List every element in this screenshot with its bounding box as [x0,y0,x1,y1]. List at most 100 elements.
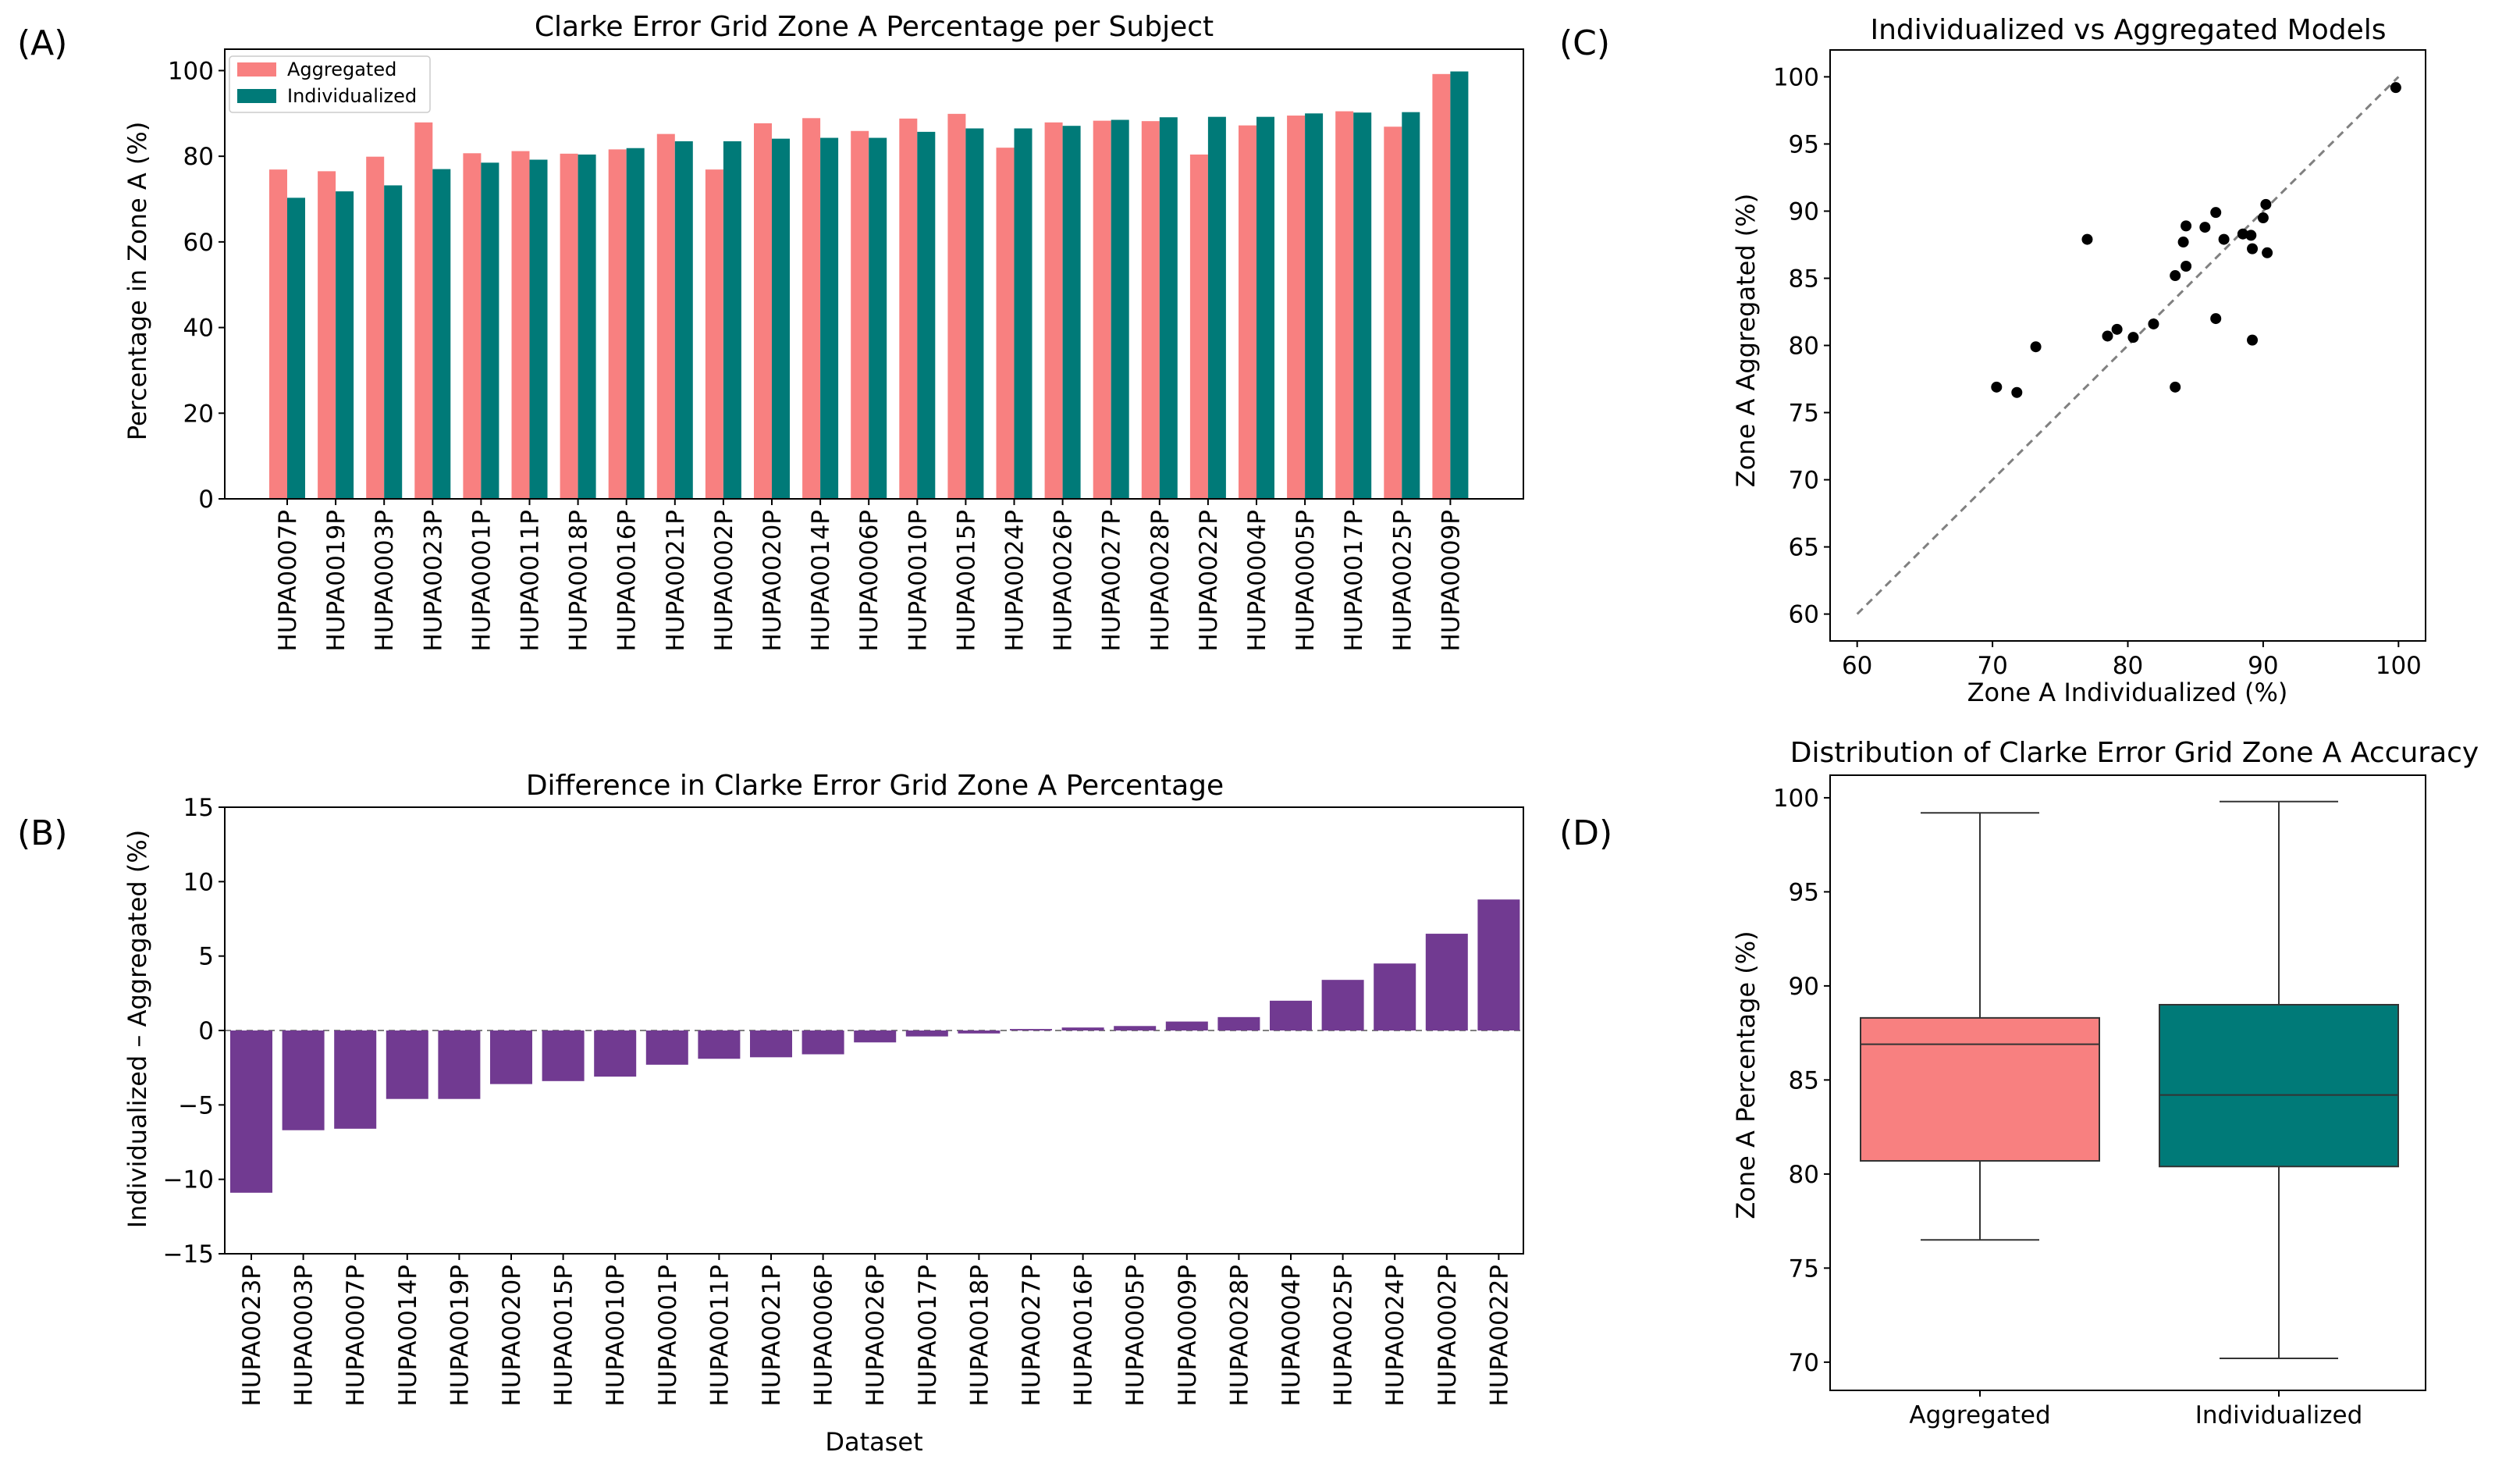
panel-b-xtick-label: HUPA0014P [394,1265,422,1407]
panel-a-xtick-label: HUPA0003P [371,510,399,652]
bar-difference-HUPA0022P [1477,899,1520,1030]
scatter-point [2081,233,2093,245]
panel-b-xtick-label: HUPA0027P [1018,1265,1046,1407]
panel-b-xtick-label: HUPA0002P [1434,1265,1462,1407]
panel-a-xtick-label: HUPA0028P [1146,510,1175,652]
panel-c-xtick-label: 60 [1842,652,1872,680]
panel-b-xtick-label: HUPA0025P [1330,1265,1358,1407]
bar-aggregated-HUPA0007P [269,169,287,500]
panel-b-xtick-label: HUPA0007P [342,1265,370,1407]
bar-difference-HUPA0028P [1217,1016,1260,1030]
panel-d-ytick-label: 80 [1789,1161,1819,1189]
panel-a-xtick-label: HUPA0017P [1340,510,1368,652]
bar-aggregated-HUPA0004P [1239,125,1256,499]
panel-b-ytick-label: 15 [183,794,214,822]
panel-a-xtick-label: HUPA0018P [565,510,593,652]
box-iqr [2159,1003,2399,1168]
bar-difference-HUPA0018P [958,1030,1001,1034]
scatter-point [2262,247,2273,258]
panel-a-xtick-label: HUPA0001P [467,510,496,652]
panel-a-xtick-label: HUPA0020P [759,510,787,652]
scatter-point [2102,330,2113,342]
panel-a-title: Clarke Error Grid Zone A Percentage per … [535,11,1214,43]
bar-aggregated-HUPA0006P [851,130,869,499]
bar-difference-HUPA0004P [1270,1000,1312,1030]
bar-aggregated-HUPA0003P [366,156,385,500]
panel-c-xtick-label: 70 [1977,652,2007,680]
panel-c-xtick-label: 90 [2248,652,2278,680]
panel-a-ytick-label: 80 [183,143,214,171]
panel-d-title: Distribution of Clarke Error Grid Zone A… [1790,737,2479,769]
bar-aggregated-HUPA0021P [656,133,675,500]
panel-a-chart: Clarke Error Grid Zone A Percentage per … [123,11,1524,652]
panel-b-xtick-label: HUPA0022P [1485,1265,1513,1407]
bar-individualized-HUPA0014P [820,137,839,499]
bar-difference-HUPA0026P [854,1030,897,1043]
panel-b-xtick-label: HUPA0026P [862,1265,890,1407]
panel-d-ytick-label: 75 [1789,1255,1819,1283]
panel-b-ylabel: Individualized – Aggregated (%) [123,830,152,1229]
panel-c-ytick-label: 90 [1789,198,1819,226]
bar-difference-HUPA0011P [698,1030,741,1059]
bar-individualized-HUPA0025P [1402,112,1420,499]
panel-b-xtick-label: HUPA0001P [654,1265,682,1407]
panel-label-a: (A) [17,23,67,63]
panel-b-plot-frame [224,806,1524,1255]
panel-a-xtick-label: HUPA0014P [807,510,835,652]
panel-a-xtick-label: HUPA0021P [662,510,690,652]
bar-difference-HUPA0019P [438,1030,481,1099]
panel-b-xtick-label: HUPA0004P [1278,1265,1306,1407]
panel-a-ytick-label: 0 [198,486,214,514]
bar-individualized-HUPA0026P [1062,126,1081,500]
panel-a-xtick-label: HUPA0011P [517,510,545,652]
bar-individualized-HUPA0024P [1014,128,1033,499]
panel-c-ylabel: Zone A Aggregated (%) [1731,194,1761,487]
panel-label-c: (C) [1559,23,1610,63]
panel-b-xtick-label: HUPA0023P [238,1265,266,1407]
panel-d-ytick-label: 85 [1789,1066,1819,1094]
panel-b-xtick-label: HUPA0019P [446,1265,474,1407]
bar-aggregated-HUPA0010P [899,118,918,499]
legend-label-individualized: Individualized [287,85,417,107]
bar-individualized-HUPA0009P [1450,71,1469,500]
bar-individualized-HUPA0003P [384,185,403,499]
bar-aggregated-HUPA0019P [318,171,336,500]
bar-aggregated-HUPA0022P [1189,154,1208,499]
bar-aggregated-HUPA0025P [1384,126,1402,499]
panel-b-ytick-label: 5 [198,943,214,971]
bar-difference-HUPA0027P [1010,1029,1052,1030]
bar-aggregated-HUPA0011P [511,151,530,499]
panel-b-ytick-label: −15 [163,1240,214,1269]
panel-a-xtick-label: HUPA0004P [1243,510,1271,652]
scatter-point [2170,381,2181,393]
panel-d-ylabel: Zone A Percentage (%) [1731,931,1761,1219]
panel-label-d: (D) [1559,813,1612,853]
panel-b-xtick-label: HUPA0017P [914,1265,942,1407]
legend-box [229,55,431,113]
panel-c-title: Individualized vs Aggregated Models [1871,14,2387,46]
panel-b-ytick-label: 0 [198,1017,214,1045]
panel-a-ytick-label: 60 [183,229,214,257]
panel-a-ytick-label: 100 [168,57,214,85]
scatter-point [2210,313,2222,325]
bar-aggregated-HUPA0005P [1287,116,1306,499]
panel-b-ytick-label: 10 [183,868,214,896]
panel-c-xtick-label: 100 [2376,652,2422,680]
scatter-point [2011,386,2023,398]
panel-a-ytick-label: 40 [183,315,214,343]
bar-individualized-HUPA0027P [1111,119,1129,499]
panel-c-ytick-label: 100 [1773,63,1819,91]
scatter-point [2247,243,2259,254]
bar-individualized-HUPA0021P [674,141,693,499]
scatter-point [2390,82,2401,94]
bar-difference-HUPA0001P [645,1030,688,1065]
panel-a-xtick-label: HUPA0015P [952,510,980,652]
panel-a-xtick-label: HUPA0005P [1292,510,1320,652]
panel-b-ytick-label: −5 [178,1091,214,1119]
scatter-point [2148,318,2159,329]
scatter-point [2260,198,2272,210]
scatter-point [2245,230,2257,241]
panel-a-ylabel: Percentage in Zone A (%) [123,122,152,441]
panel-b-xtick-label: HUPA0005P [1121,1265,1150,1407]
